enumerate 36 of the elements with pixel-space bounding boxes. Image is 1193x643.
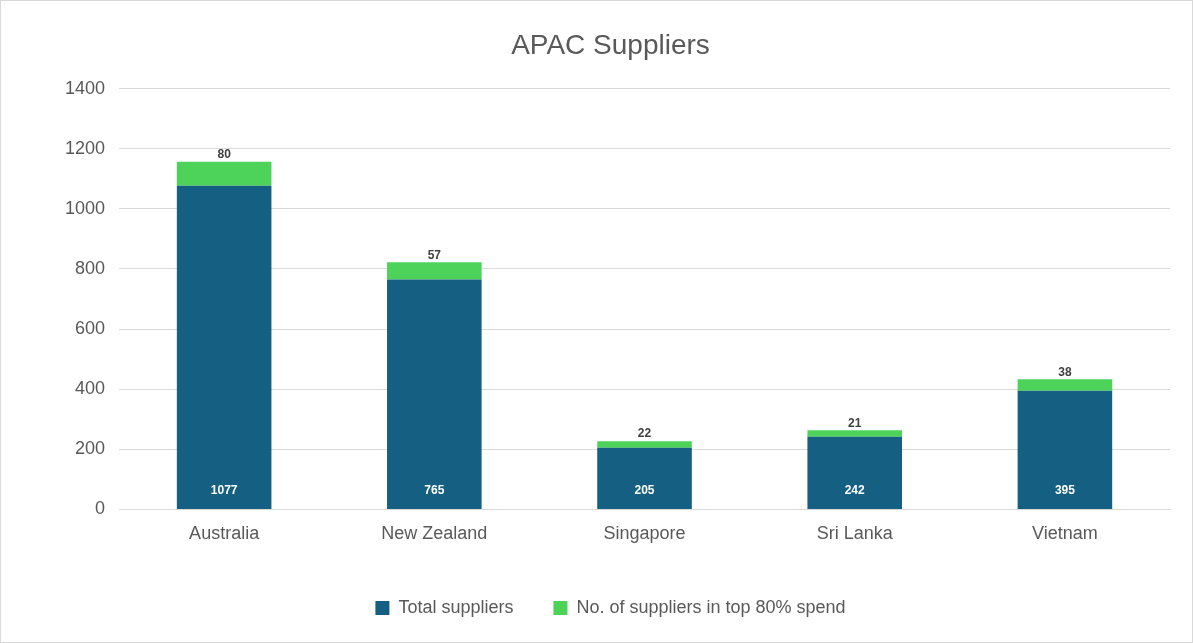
legend-label: Total suppliers [398,596,514,617]
y-tick-label: 1200 [65,137,106,158]
x-tick-label: Singapore [603,523,686,544]
data-label: 21 [848,415,862,430]
y-tick-label: 1400 [65,77,106,98]
y-tick-label: 600 [75,318,106,339]
data-label: 80 [217,146,232,161]
x-tick-label: Australia [189,523,261,544]
x-tick-label: Vietnam [1032,523,1098,544]
legend-label: No. of suppliers in top 80% spend [576,596,846,617]
bar [1017,379,1113,391]
data-label: 205 [634,483,655,498]
bar [807,430,903,437]
bar [387,279,482,509]
x-tick-label: New Zealand [381,523,488,544]
y-tick-label: 1000 [65,197,106,218]
bar [597,441,692,448]
bar [807,436,903,509]
y-tick-label: 200 [75,438,106,459]
data-label: 242 [844,483,866,498]
bar [387,262,482,280]
bar [176,185,272,509]
y-tick-label: 0 [95,498,106,519]
bar [176,161,272,186]
bar [1017,390,1113,509]
data-label: 1077 [210,483,238,498]
bar [597,447,692,509]
chart-title: APAC Suppliers [511,28,710,60]
data-label: 57 [427,247,442,262]
data-label: 38 [1058,364,1072,379]
y-tick-label: 800 [75,257,106,278]
data-label: 22 [637,426,652,441]
x-tick-label: Sri Lanka [816,523,894,544]
data-label: 765 [424,483,445,498]
data-label: 395 [1054,483,1076,498]
y-tick-label: 400 [75,378,106,399]
